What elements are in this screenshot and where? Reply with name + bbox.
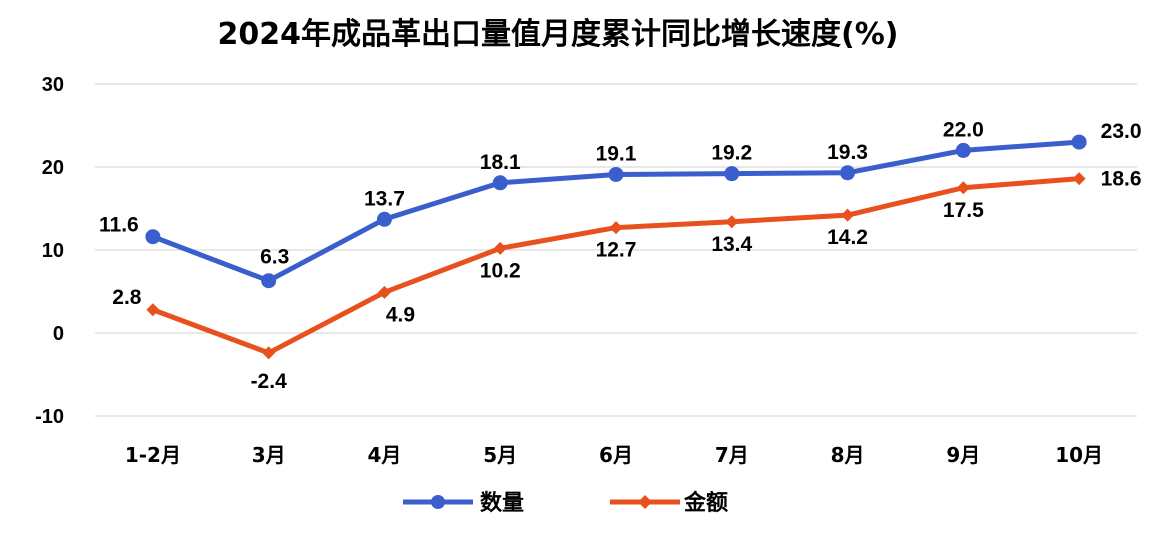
data-label: 4.9 xyxy=(386,303,415,326)
data-label: 13.4 xyxy=(711,233,752,256)
y-tick-label: 20 xyxy=(42,157,64,179)
legend-label-amount: 金额 xyxy=(683,490,728,516)
point-marker-quantity xyxy=(1071,134,1087,150)
data-label: -2.4 xyxy=(251,370,288,393)
point-marker-amount xyxy=(841,208,855,222)
y-tick-label: -10 xyxy=(35,406,64,428)
data-label: 13.7 xyxy=(364,187,405,210)
y-tick-label: 10 xyxy=(42,240,64,262)
x-tick-label: 4月 xyxy=(367,443,401,467)
chart-title: 2024年成品革出口量值月度累计同比增长速度(%) xyxy=(218,17,899,52)
series-lines xyxy=(145,134,1087,360)
legend-marker-quantity xyxy=(431,495,445,509)
data-label: 19.3 xyxy=(827,141,868,164)
data-label: 2.8 xyxy=(112,286,142,309)
x-tick-label: 5月 xyxy=(483,443,517,467)
data-label: 19.2 xyxy=(711,142,752,165)
x-tick-label: 7月 xyxy=(715,443,749,467)
x-tick-label: 1-2月 xyxy=(125,443,181,467)
point-marker-quantity xyxy=(492,175,508,191)
data-label: 6.3 xyxy=(260,246,289,269)
legend-label-quantity: 数量 xyxy=(480,490,524,516)
legend: 数量 金额 xyxy=(403,490,728,516)
point-marker-amount xyxy=(377,285,391,299)
y-tick-label: 30 xyxy=(42,74,64,96)
point-marker-amount xyxy=(493,241,507,255)
legend-marker-amount xyxy=(638,495,652,509)
x-tick-label: 3月 xyxy=(252,443,286,467)
data-label: 11.6 xyxy=(99,214,139,237)
point-marker-quantity xyxy=(724,166,740,182)
x-axis-ticks: 1-2月 3月 4月 5月 6月 7月 8月 9月 10月 xyxy=(125,443,1103,467)
data-label: 12.7 xyxy=(596,239,637,262)
data-label: 17.5 xyxy=(943,199,984,222)
point-marker-amount xyxy=(725,215,739,229)
point-marker-quantity xyxy=(608,166,624,182)
data-label: 18.1 xyxy=(480,151,521,174)
data-label: 10.2 xyxy=(480,259,521,282)
data-label: 18.6 xyxy=(1101,168,1142,191)
point-marker-amount xyxy=(609,221,623,235)
point-marker-amount xyxy=(146,303,160,317)
data-labels: 11.6 6.3 13.7 18.1 19.1 19.2 19.3 22.0 23.0 2.8 -2… xyxy=(99,118,1142,393)
data-label: 22.0 xyxy=(943,118,984,141)
data-label: 14.2 xyxy=(827,226,868,249)
x-tick-label: 8月 xyxy=(831,443,865,467)
y-tick-label: 0 xyxy=(53,323,64,345)
point-marker-quantity xyxy=(840,165,856,181)
x-tick-label: 6月 xyxy=(599,443,633,467)
x-tick-label: 9月 xyxy=(946,443,980,467)
y-axis-ticks: -10 0 10 20 30 xyxy=(35,74,64,428)
point-marker-quantity xyxy=(376,211,392,227)
data-label: 23.0 xyxy=(1101,120,1142,143)
point-marker-quantity xyxy=(261,273,277,289)
point-marker-amount xyxy=(262,346,276,360)
x-tick-label: 10月 xyxy=(1055,443,1103,467)
point-marker-quantity xyxy=(955,142,971,158)
point-marker-amount xyxy=(1072,172,1086,186)
point-marker-amount xyxy=(956,181,970,195)
data-label: 19.1 xyxy=(596,142,637,165)
gridlines xyxy=(95,83,1137,417)
point-marker-quantity xyxy=(145,229,161,245)
